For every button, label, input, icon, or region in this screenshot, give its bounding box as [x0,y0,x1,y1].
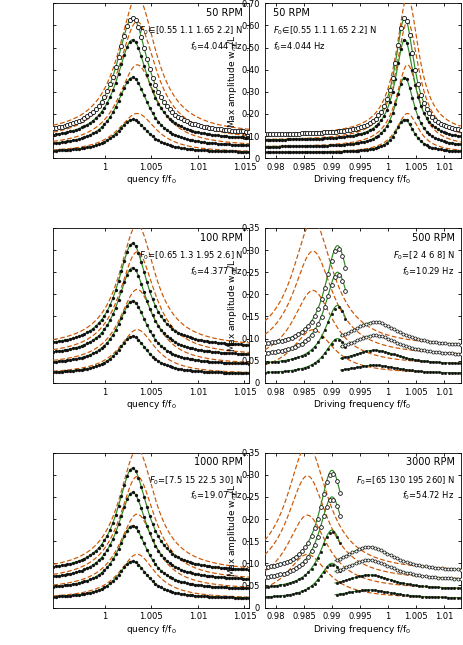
Text: 50 RPM: 50 RPM [273,8,309,18]
Text: $f_0$=4.044 Hz: $f_0$=4.044 Hz [273,41,325,53]
Text: $F_0$=[7.5 15 22.5 30] N: $F_0$=[7.5 15 22.5 30] N [150,474,243,487]
Text: 500 RPM: 500 RPM [412,233,455,243]
Text: 50 RPM: 50 RPM [206,8,243,18]
Y-axis label: Max amplitude w$_m$/L: Max amplitude w$_m$/L [225,483,238,577]
Text: $F_0$=[0.65 1.3 1.95 2.6] N: $F_0$=[0.65 1.3 1.95 2.6] N [139,250,243,262]
X-axis label: quency f/f$_0$: quency f/f$_0$ [126,174,176,186]
Text: $F_0$∈[0.55 1.1 1.65 2.2] N: $F_0$∈[0.55 1.1 1.65 2.2] N [273,25,377,37]
Y-axis label: Max amplitude w$_m$/L: Max amplitude w$_m$/L [225,259,238,352]
X-axis label: Driving frequency f/f$_0$: Driving frequency f/f$_0$ [313,398,412,411]
Text: $f_0$=4.044 Hz: $f_0$=4.044 Hz [190,41,243,53]
Text: $F_0$=[2 4 6 8] N: $F_0$=[2 4 6 8] N [393,250,455,262]
X-axis label: Driving frequency f/f$_0$: Driving frequency f/f$_0$ [313,623,412,636]
Text: $f_0$=19.07 Hz: $f_0$=19.07 Hz [190,490,243,502]
Text: $F_0$=[65 130 195 260] N: $F_0$=[65 130 195 260] N [356,474,455,487]
Text: $f_0$=4.377 Hz: $f_0$=4.377 Hz [190,265,243,277]
X-axis label: Driving frequency f/f$_0$: Driving frequency f/f$_0$ [313,174,412,186]
Y-axis label: Max amplitude w$_m$/L: Max amplitude w$_m$/L [225,34,238,128]
Text: $f_0$=54.72 Hz: $f_0$=54.72 Hz [402,490,455,502]
X-axis label: quency f/f$_0$: quency f/f$_0$ [126,398,176,411]
Text: 100 RPM: 100 RPM [200,233,243,243]
Text: $F_0$∈[0.55 1.1 1.65 2.2] N: $F_0$∈[0.55 1.1 1.65 2.2] N [139,25,243,37]
Text: 1000 RPM: 1000 RPM [194,457,243,467]
Text: 3000 RPM: 3000 RPM [406,457,455,467]
Text: $f_0$=10.29 Hz: $f_0$=10.29 Hz [402,265,455,277]
X-axis label: quency f/f$_0$: quency f/f$_0$ [126,623,176,636]
